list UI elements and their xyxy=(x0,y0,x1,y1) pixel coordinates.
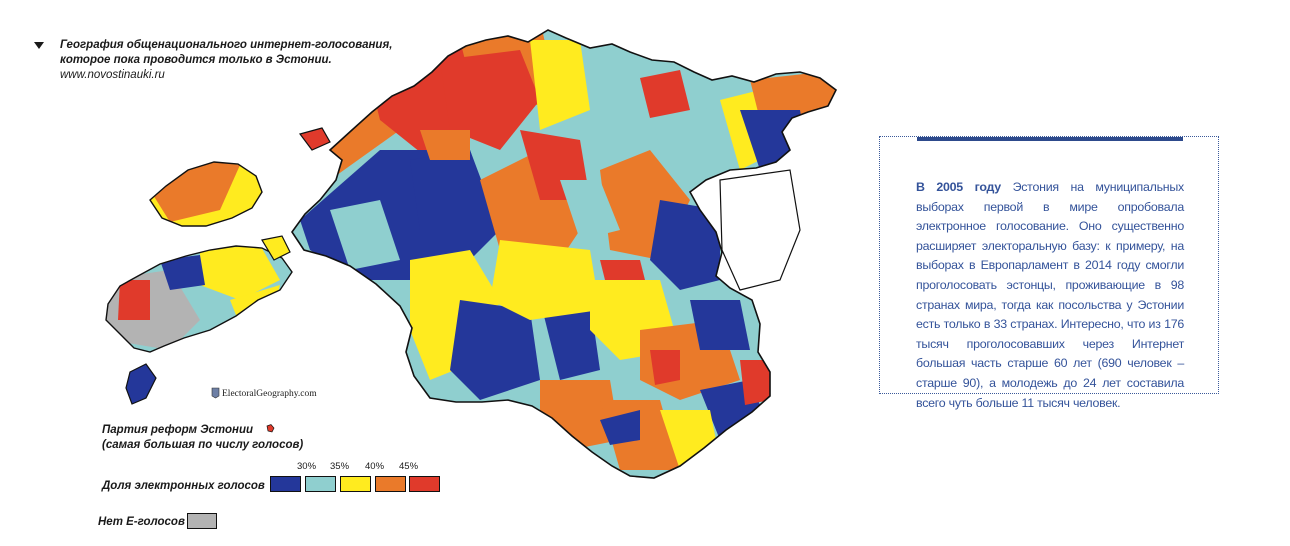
island-north xyxy=(298,127,331,151)
legend-tick-45: 45% xyxy=(399,461,419,472)
info-box-text: В 2005 году Эстония на муниципальных выб… xyxy=(916,178,1184,413)
legend-party-label: Партия реформ Эстонии (самая большая по … xyxy=(102,423,303,453)
caption-title-line2: которое пока проводится только в Эстонии… xyxy=(60,54,332,66)
saaremaa-island xyxy=(106,246,292,352)
island-muhu xyxy=(261,235,291,261)
legend-party-line1: Партия реформ Эстонии xyxy=(102,424,253,436)
estonia-e-voting-map xyxy=(105,29,838,479)
map-credit: ElectoralGeography.com xyxy=(222,389,317,399)
legend-swatch-30-35 xyxy=(305,476,336,492)
legend-tick-30: 30% xyxy=(297,461,317,472)
info-box-accent-bar xyxy=(917,137,1183,141)
legend-swatch-no-e-votes xyxy=(187,513,217,529)
caption-triangle-icon xyxy=(34,42,44,49)
party-marker-icon xyxy=(266,424,275,433)
info-body: Эстония на муниципальных выборах первой … xyxy=(916,180,1184,410)
legend-share-label: Доля электронных голосов xyxy=(102,480,265,492)
legend-tick-40: 40% xyxy=(365,461,385,472)
caption-source: www.novostinauki.ru xyxy=(60,69,165,81)
map-caption: География общенационального интернет-гол… xyxy=(34,38,396,83)
legend-no-e-votes-label: Нет Е-голосов xyxy=(98,516,185,528)
info-box: В 2005 году Эстония на муниципальных выб… xyxy=(879,136,1219,410)
legend-swatch-above-45 xyxy=(409,476,440,492)
legend-swatch-below-30 xyxy=(270,476,301,492)
mainland-outline xyxy=(291,29,838,479)
legend-party-line2: (самая большая по числу голосов) xyxy=(102,439,304,451)
legend-swatch-40-45 xyxy=(375,476,406,492)
info-lead: В 2005 году xyxy=(916,180,1001,194)
caption-title-line1: География общенационального интернет-гол… xyxy=(60,39,393,51)
electoral-geography-logo-icon xyxy=(211,387,220,399)
lake-peipus xyxy=(719,169,801,291)
island-south xyxy=(125,363,157,405)
legend-swatch-35-40 xyxy=(340,476,371,492)
legend-tick-35: 35% xyxy=(330,461,350,472)
